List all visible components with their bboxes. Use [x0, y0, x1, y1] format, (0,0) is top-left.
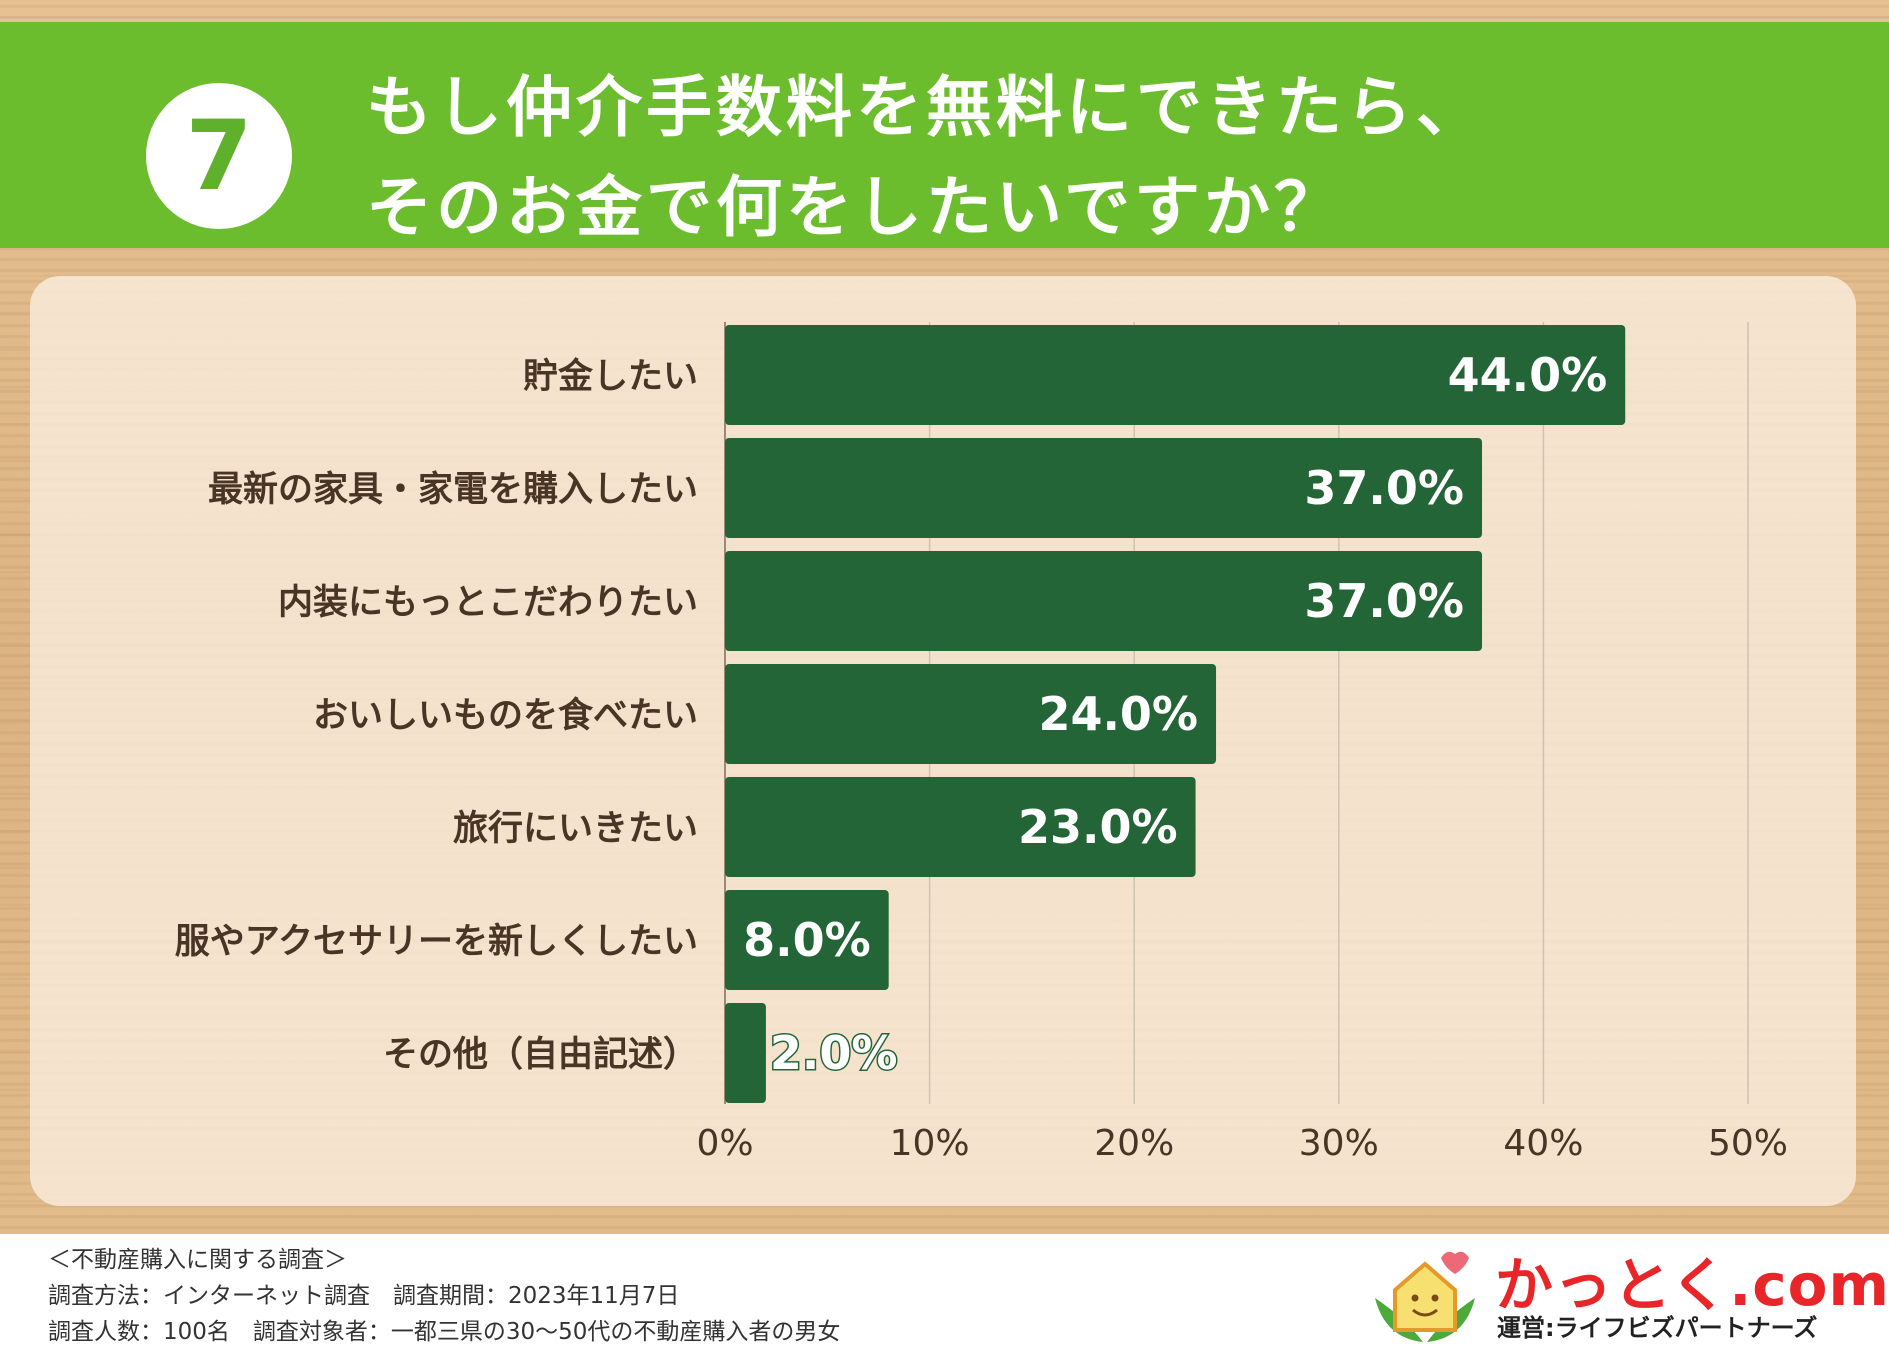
bar-chart: 0% 10% 20% 30% 40% 50% 貯金したい 44.0% 最新の家具・家電を購入した…	[175, 322, 1788, 1164]
question-number-badge: 7	[146, 83, 292, 229]
bar	[725, 1003, 766, 1103]
bar	[725, 551, 1483, 651]
brand-logo: かっとく.com 運営:ライフビズパートナーズ	[1365, 1234, 1889, 1350]
page-title-line2: そのお金で何をしたいですか？	[366, 169, 1345, 246]
value-label: 37.0%	[1304, 574, 1464, 628]
footer: ＜不動産購入に関する調査＞ 調査方法：インターネット調査 調査期間：2023年1…	[0, 1234, 1889, 1350]
x-tick-label: 20%	[1094, 1123, 1174, 1164]
value-label: 8.0%	[743, 913, 871, 967]
header-banner: 7 もし仲介手数料を無料にできたら、 そのお金で何をしたいですか？	[0, 22, 1889, 248]
page-title-line1: もし仲介手数料を無料にできたら、	[366, 69, 1486, 146]
bar	[725, 890, 889, 990]
bar	[725, 664, 1217, 764]
survey-method-note: 調査方法：インターネット調査 調査期間：2023年11月7日	[48, 1283, 680, 1309]
category-label: おいしいものを食べたい	[313, 695, 698, 736]
category-label: 内装にもっとこだわりたい	[278, 583, 698, 623]
survey-title-note: ＜不動産購入に関する調査＞	[48, 1247, 347, 1273]
brand-name: かっとく.com	[1495, 1251, 1889, 1319]
x-tick-label: 10%	[890, 1123, 970, 1164]
category-label: 最新の家具・家電を購入したい	[208, 470, 698, 510]
value-label: 23.0%	[1018, 800, 1178, 854]
x-tick-label: 0%	[696, 1123, 753, 1164]
x-tick-label: 30%	[1299, 1123, 1379, 1164]
value-label: 2.0%	[770, 1026, 898, 1080]
house-leaf-logo-icon	[1375, 1251, 1475, 1342]
survey-target-note: 調査人数：100名 調査対象者：一都三県の30〜50代の不動産購入者の男女	[48, 1319, 841, 1345]
category-label: その他（自由記述）	[383, 1035, 698, 1075]
bar	[725, 777, 1196, 877]
value-label: 44.0%	[1448, 348, 1608, 402]
x-tick-label: 50%	[1708, 1123, 1788, 1164]
bar	[725, 438, 1483, 538]
bar	[725, 325, 1626, 425]
x-tick-label: 40%	[1503, 1123, 1583, 1164]
category-label: 服やアクセサリーを新しくしたい	[175, 922, 698, 962]
category-label: 旅行にいきたい	[453, 809, 698, 849]
value-label: 24.0%	[1038, 687, 1198, 741]
category-label: 貯金したい	[523, 356, 698, 397]
brand-operator: 運営:ライフビズパートナーズ	[1497, 1314, 1818, 1342]
value-label: 37.0%	[1304, 461, 1464, 515]
